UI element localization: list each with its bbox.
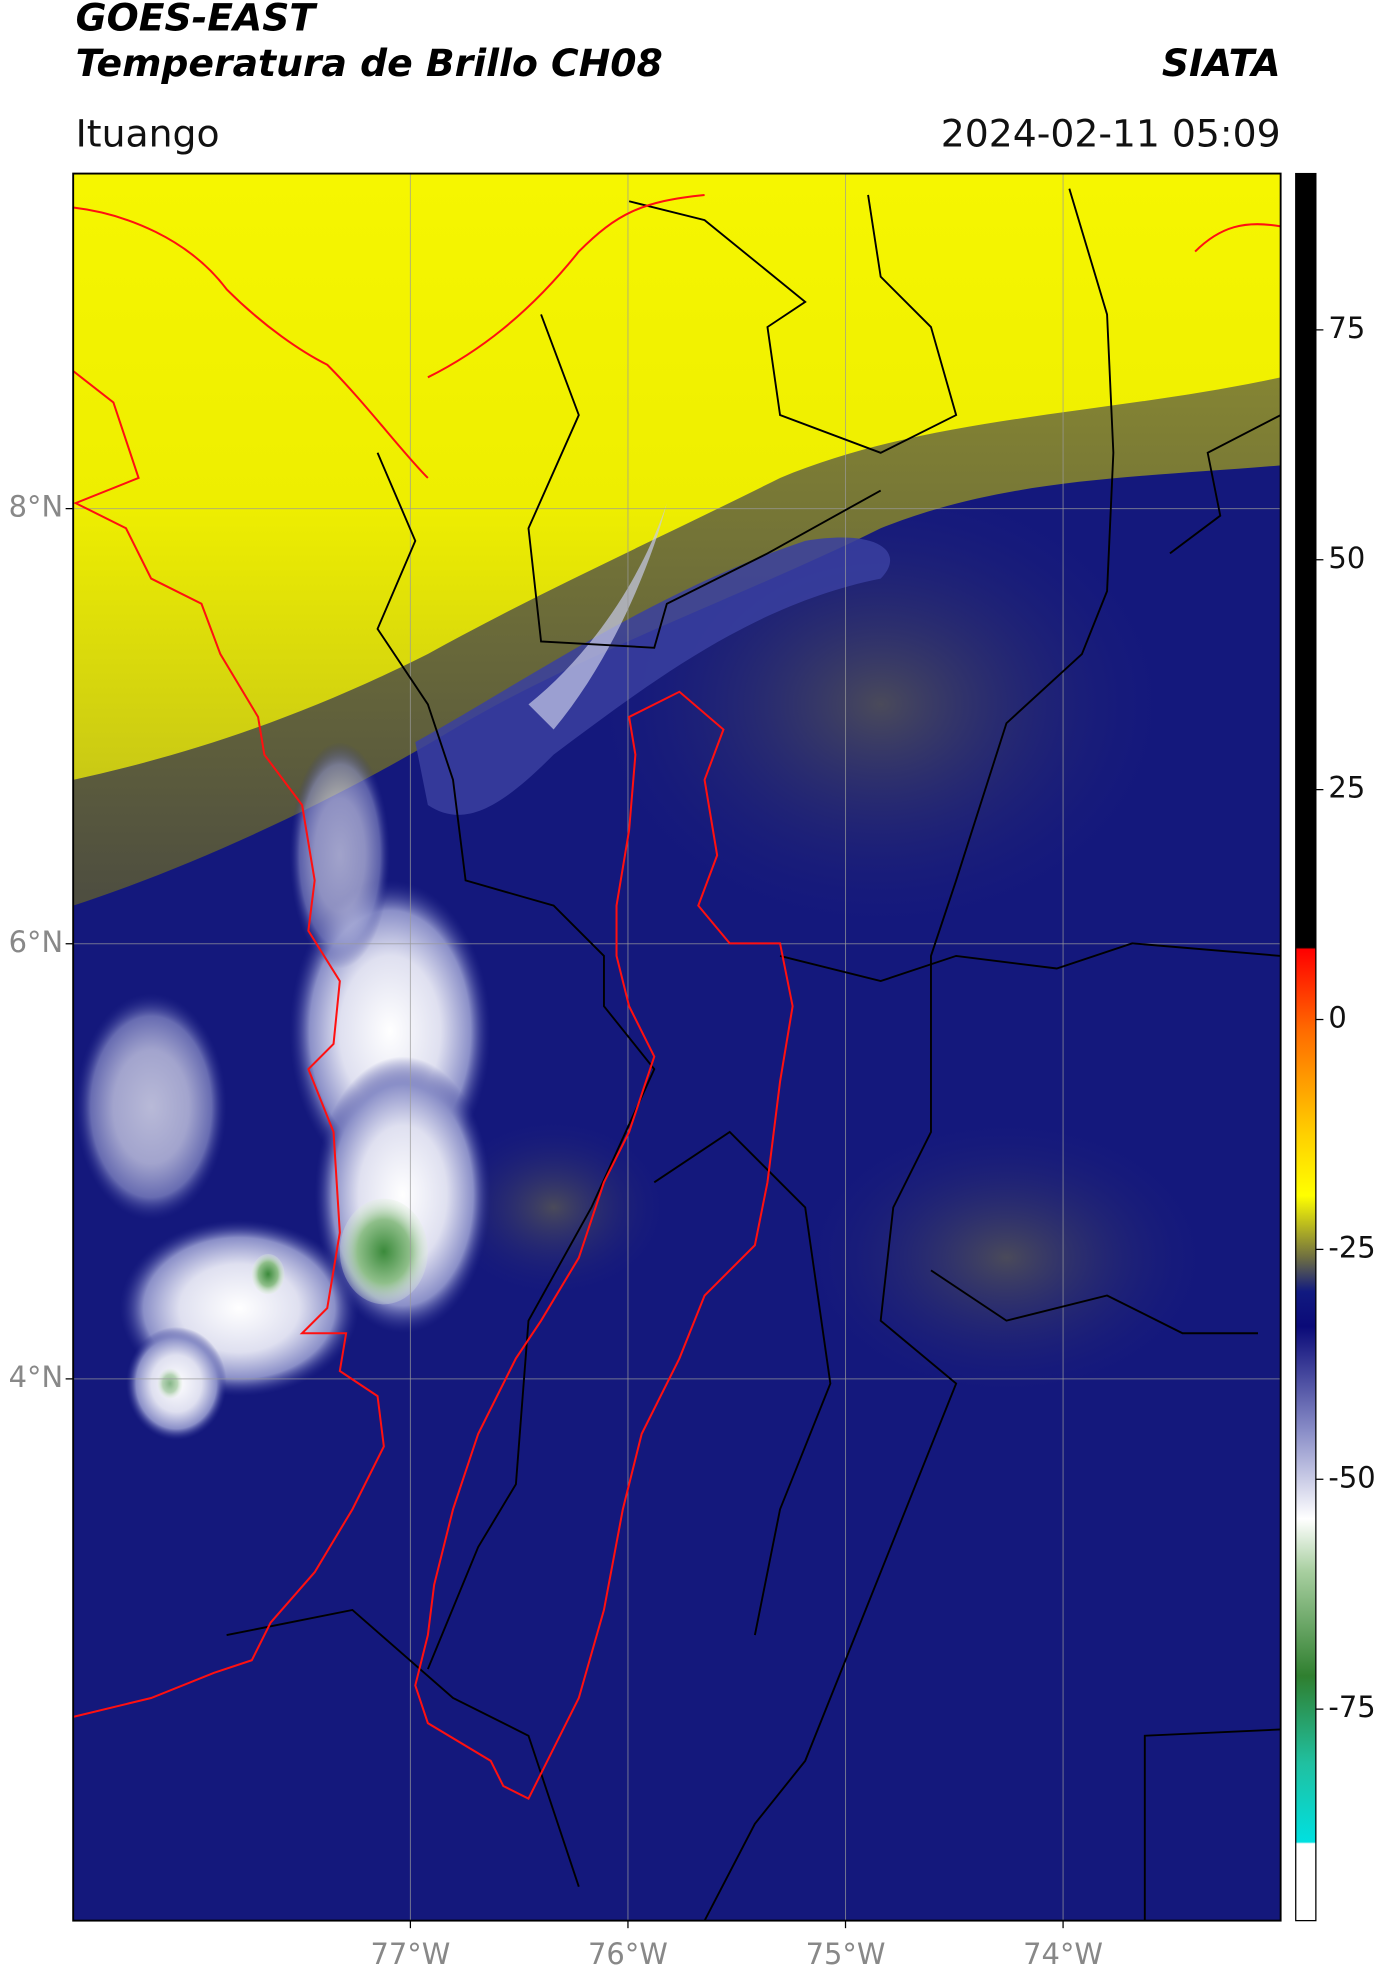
datetime: 2024-02-11 05:09 [941,111,1281,155]
x-tick-label: 76°W [588,1937,668,1971]
cloud [289,742,391,969]
map-frame [72,172,1282,1922]
colorbar-tick-label: -75 [1328,1690,1375,1724]
grid [73,173,1281,1921]
location: Ituango [76,111,220,155]
cold-core [339,1198,428,1305]
borders [226,188,1281,1921]
haze [440,1119,667,1296]
cold-core [251,1254,285,1295]
warm-region [73,173,1281,780]
cloud-band [528,503,667,730]
y-tick-label: 4°N [9,1360,63,1394]
subtitle: Temperatura de Brillo CH08 [76,41,663,85]
x-tick-label: 77°W [370,1937,450,1971]
cloud-band [415,537,891,815]
cold-core [157,1368,183,1399]
x-tick-label: 74°W [1023,1937,1103,1971]
colorbar-tick-label: 50 [1328,541,1365,575]
colorbar-tick-label: 25 [1328,771,1365,805]
y-tick-label: 6°N [9,925,63,959]
outlines [73,193,1281,1800]
colorbar-tick-label: 0 [1328,1001,1346,1035]
cloud [75,993,227,1221]
colorbar-tick-label: -50 [1328,1460,1375,1494]
colorbar-tick-label: -25 [1328,1230,1375,1264]
satellite-image [73,173,1281,1921]
colorbar [1295,172,1317,1922]
colorbar-tick-label: 75 [1328,311,1365,345]
source: SIATA [1162,41,1281,85]
y-tick-label: 8°N [9,490,63,524]
haze [805,1119,1208,1397]
x-tick-label: 75°W [806,1937,886,1971]
title: GOES-EAST [76,0,319,40]
